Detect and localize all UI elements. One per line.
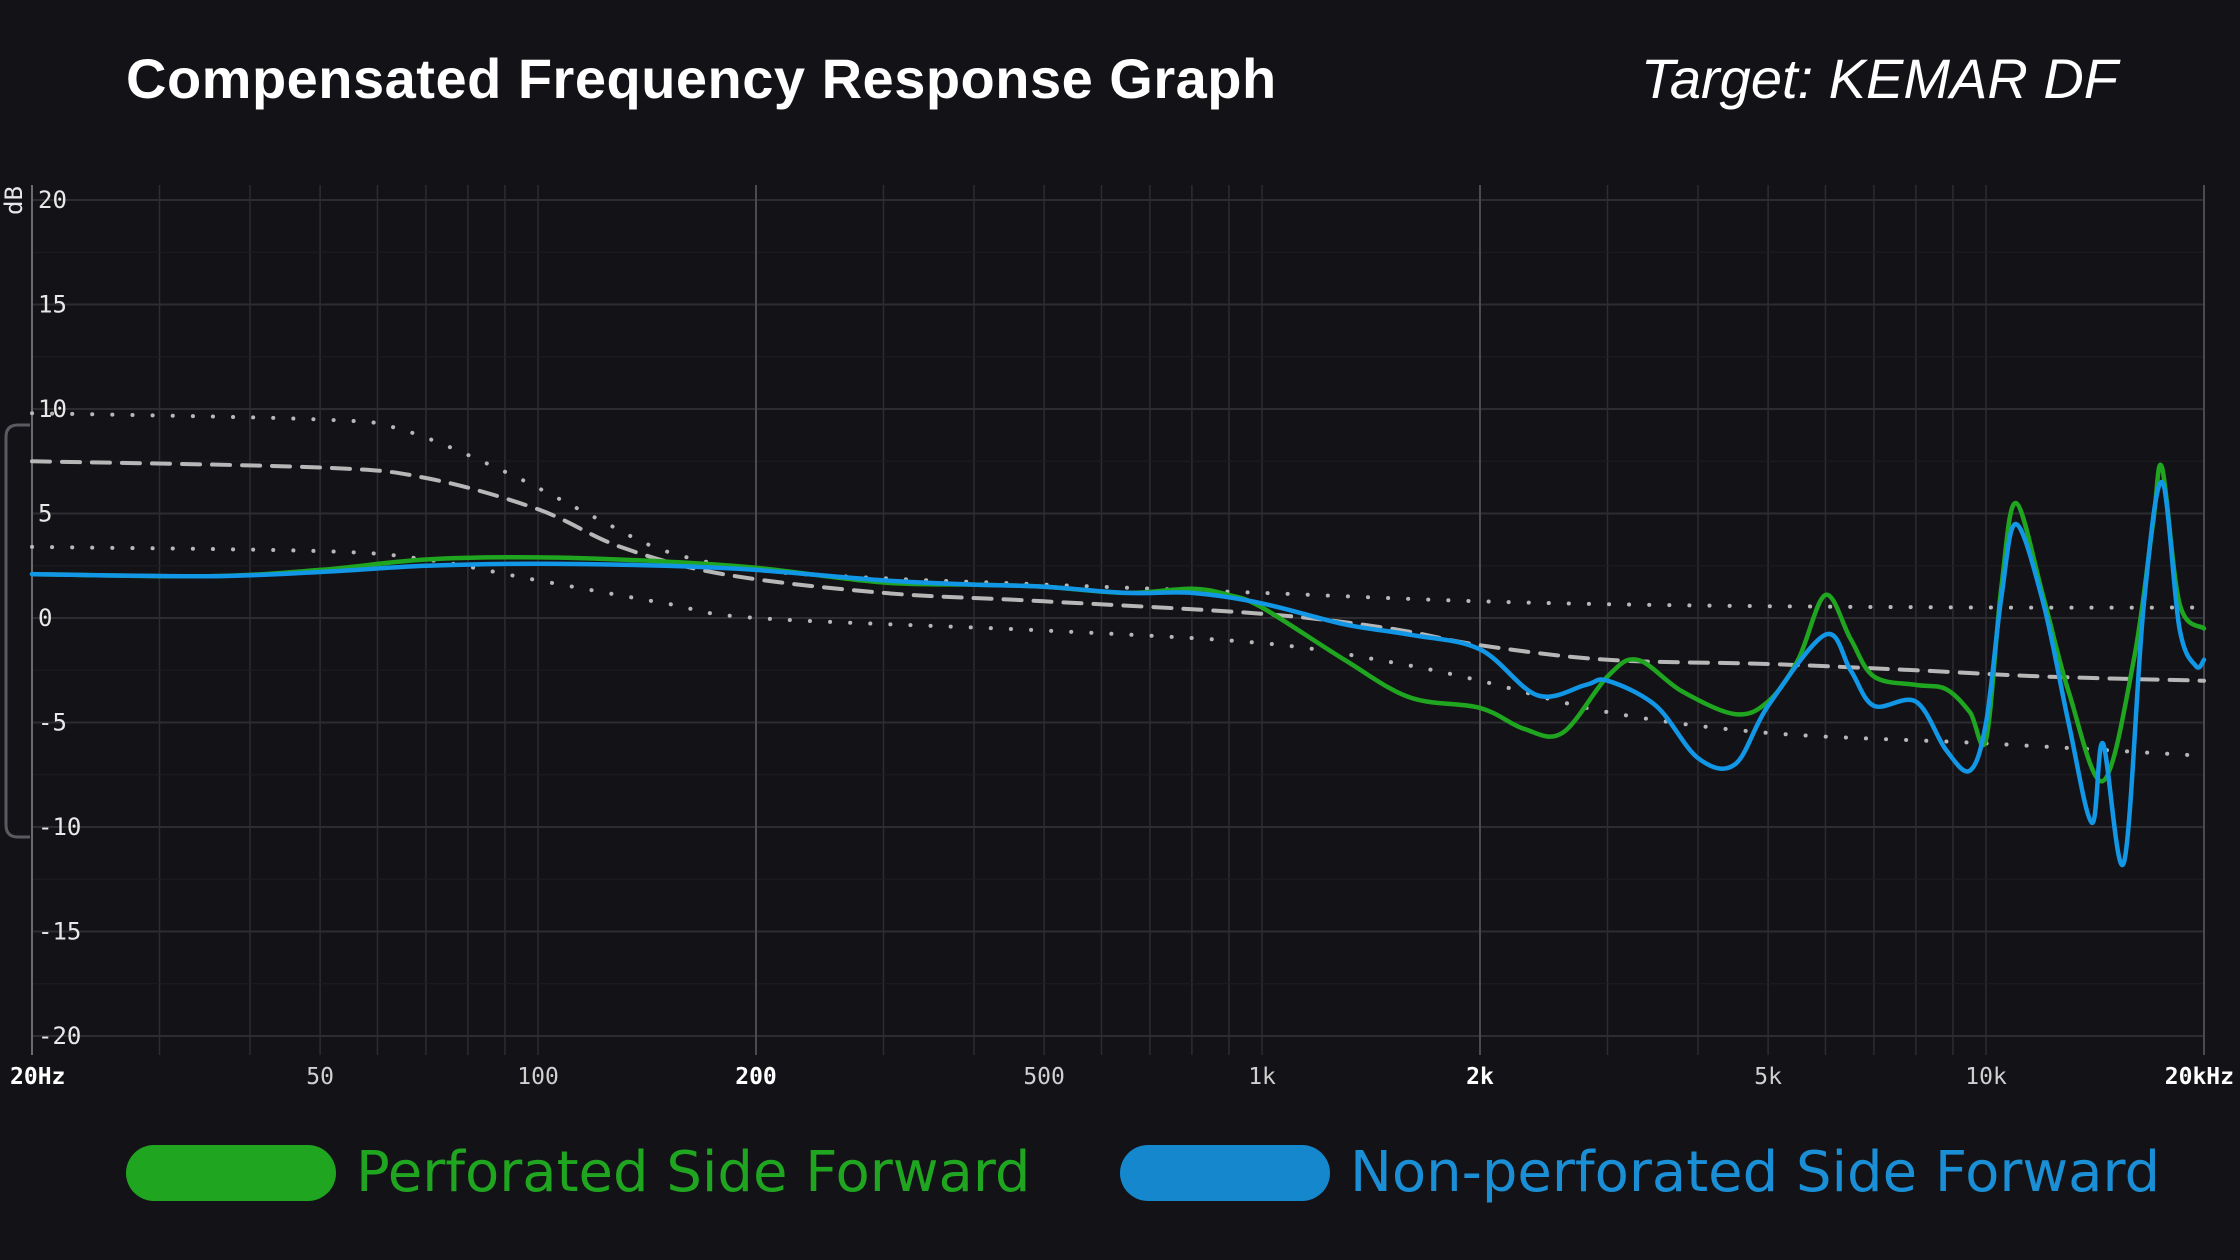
y-tick-label: 20 [38,186,67,214]
legend-label-perforated: Perforated Side Forward [356,1140,1031,1205]
y-tick-label: 10 [38,395,67,423]
legend-item-non-perforated[interactable]: Non-perforated Side Forward [1120,1140,2160,1205]
legend-swatch-perforated [126,1144,336,1201]
series-target-lower-bound [30,544,2206,758]
series-target-upper-bound [30,411,2206,610]
major-gridlines [31,185,2205,1055]
x-tick-label: 500 [1023,1064,1065,1090]
legend-label-non-perforated: Non-perforated Side Forward [1350,1140,2161,1205]
x-tick-label: 100 [517,1064,559,1090]
y-tick-label: 15 [38,291,67,319]
x-tick-label: 10k [1965,1064,2007,1090]
y-axis-scroll-bracket[interactable] [4,423,30,839]
chart-title: Compensated Frequency Response Graph [126,47,1277,110]
y-tick-label: -5 [38,709,67,737]
x-tick-label: 50 [306,1064,334,1090]
minor-gridlines [32,185,2204,1055]
x-tick-label: 5k [1754,1064,1782,1090]
y-axis-label: dB [0,186,28,215]
legend-item-perforated[interactable]: Perforated Side Forward [126,1140,1030,1205]
series-non-perforated-side-forward [29,479,2207,868]
target-label: Target: KEMAR DF [1640,47,2118,110]
y-tick-label: 0 [38,604,52,632]
series-perforated-side-forward [29,462,2207,784]
y-tick-labels: 20 15 10 5 0 -5 -10 -15 -20 [38,186,81,1050]
y-tick-label: -15 [38,918,81,946]
x-tick-label: 20kHz [2165,1064,2234,1090]
y-tick-label: -10 [38,813,81,841]
series-lines [29,411,2207,868]
x-tick-label: 200 [735,1064,777,1090]
x-tick-label: 20Hz [10,1064,65,1090]
x-tick-label: 2k [1466,1064,1494,1090]
y-tick-label: 5 [38,500,52,528]
x-tick-labels: 20Hz 50 100 200 500 1k 2k 5k 10k 20kHz [10,1064,2234,1090]
x-tick-label: 1k [1248,1064,1276,1090]
legend-swatch-non-perforated [1120,1144,1330,1201]
y-tick-label: -20 [38,1022,81,1050]
